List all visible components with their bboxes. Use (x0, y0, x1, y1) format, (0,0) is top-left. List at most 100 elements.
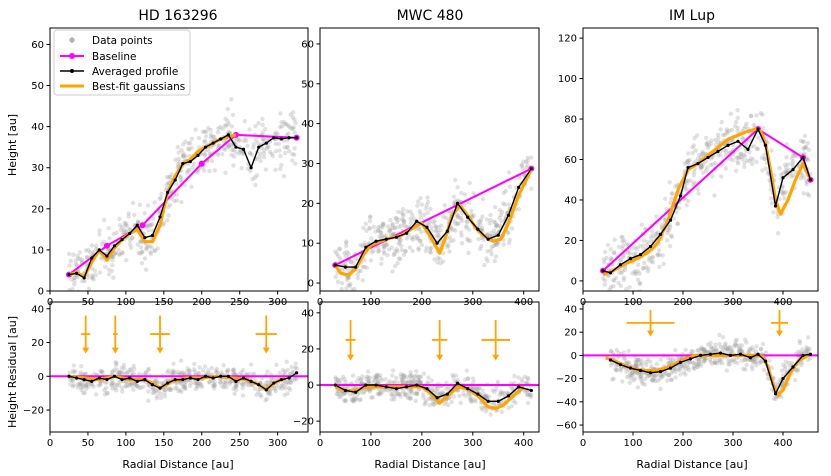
data-point (165, 218, 170, 223)
data-point (72, 275, 77, 281)
data-point (215, 152, 221, 158)
data-point (120, 250, 125, 255)
data-point (432, 219, 438, 224)
residual-point (166, 381, 170, 385)
data-point (290, 115, 296, 120)
data-point (216, 143, 222, 148)
gap-arrow-head (647, 330, 654, 337)
data-point (649, 378, 655, 383)
data-point (222, 123, 228, 128)
data-point (678, 372, 683, 377)
data-point (112, 382, 118, 387)
data-point (348, 281, 353, 287)
data-point (779, 368, 785, 373)
data-point (117, 252, 122, 257)
data-point (127, 382, 132, 388)
data-point (751, 357, 756, 362)
data-point (75, 256, 81, 261)
data-point (529, 155, 534, 160)
data-point (762, 152, 767, 157)
profile-point (736, 139, 740, 143)
data-point (634, 358, 640, 364)
data-point (414, 369, 419, 374)
data-point (719, 119, 724, 125)
data-point (670, 368, 675, 374)
data-point (155, 246, 160, 251)
data-point (166, 174, 172, 180)
data-point (506, 405, 511, 411)
data-point (796, 349, 801, 354)
data-point (798, 138, 804, 143)
data-point (394, 375, 399, 381)
data-point (662, 372, 667, 377)
data-point (664, 371, 669, 376)
data-point (158, 392, 164, 397)
data-point (156, 380, 161, 385)
data-point (691, 143, 697, 148)
data-point (393, 216, 398, 221)
data-point (118, 227, 124, 233)
data-point (694, 356, 699, 362)
data-point (408, 388, 414, 393)
data-point (415, 391, 420, 396)
data-point (174, 198, 180, 203)
data-point (492, 232, 498, 237)
data-point (254, 156, 259, 162)
data-point (779, 394, 784, 400)
data-point (667, 222, 673, 228)
data-point (127, 242, 133, 247)
data-point (713, 160, 718, 166)
data-point (370, 395, 375, 400)
data-point (420, 392, 426, 397)
data-point (720, 132, 726, 138)
data-point (256, 120, 261, 126)
data-point (273, 389, 278, 394)
data-point (421, 371, 427, 376)
data-point (639, 374, 644, 379)
data-point (340, 261, 346, 267)
data-point (338, 394, 344, 399)
data-point (360, 244, 365, 249)
data-point (479, 244, 484, 249)
data-point (84, 383, 89, 388)
profile-point (181, 162, 185, 166)
data-point (101, 239, 106, 244)
data-point (625, 360, 630, 366)
data-point (183, 379, 188, 385)
y-tick-label: 60 (31, 40, 44, 51)
data-point (337, 380, 342, 385)
data-point (648, 359, 653, 364)
data-point (202, 129, 207, 134)
data-point (127, 227, 132, 232)
data-point (364, 377, 369, 382)
data-point (620, 239, 625, 244)
residual-point (638, 368, 643, 373)
data-point (257, 386, 262, 392)
data-point (104, 380, 109, 385)
data-point (391, 379, 397, 385)
data-point (511, 398, 516, 404)
data-point (267, 390, 272, 395)
profile-point (706, 155, 710, 160)
data-point (445, 245, 450, 250)
residual-point (748, 356, 753, 360)
data-point (394, 220, 400, 225)
data-point (178, 358, 184, 363)
data-point (683, 347, 688, 352)
axes-frame (319, 27, 540, 292)
data-point (726, 347, 731, 352)
profile-point (756, 127, 760, 131)
data-point (144, 247, 149, 252)
residual-point (226, 374, 230, 378)
data-point (610, 377, 615, 382)
data-point (673, 375, 678, 380)
data-point (289, 364, 294, 370)
data-point (337, 394, 342, 400)
data-point (381, 223, 386, 228)
data-point (78, 370, 84, 375)
data-point (683, 372, 688, 377)
data-point (635, 277, 641, 282)
data-point (79, 387, 84, 393)
data-point (162, 387, 167, 392)
axes-frame (49, 27, 309, 292)
